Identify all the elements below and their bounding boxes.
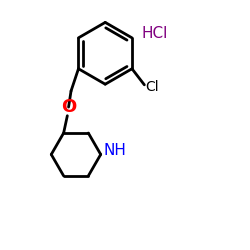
Text: NH: NH [103,143,126,158]
Text: O: O [61,98,76,116]
Text: HCl: HCl [141,26,168,41]
Text: Cl: Cl [146,80,159,94]
